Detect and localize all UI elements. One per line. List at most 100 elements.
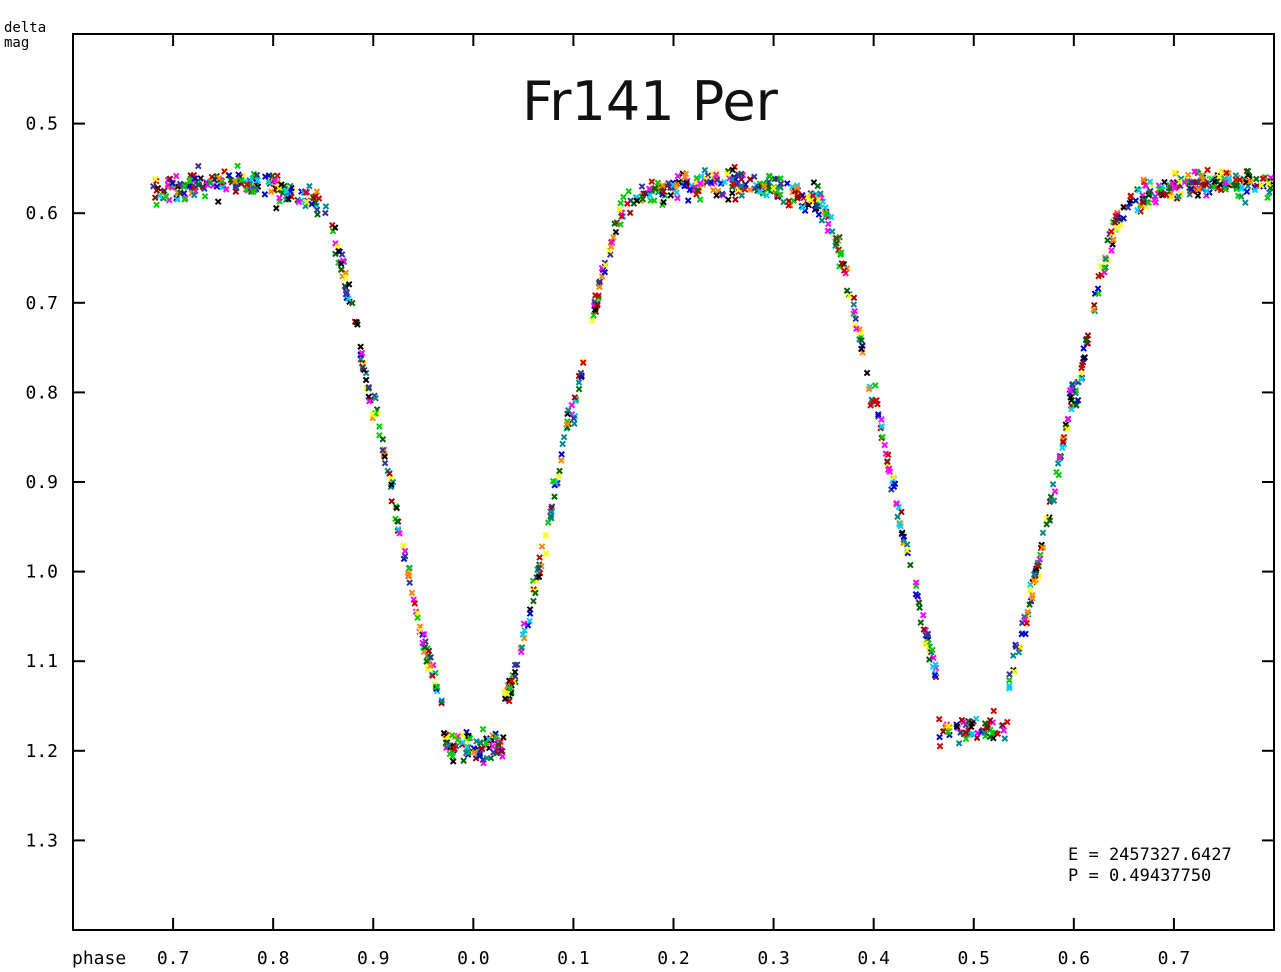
data-point xyxy=(912,590,920,598)
data-point xyxy=(1132,197,1140,204)
data-point xyxy=(451,745,459,753)
data-point xyxy=(1191,168,1199,175)
data-point xyxy=(1001,735,1009,742)
data-point xyxy=(660,198,667,206)
data-point xyxy=(1139,199,1147,206)
data-point xyxy=(890,483,898,491)
data-point xyxy=(394,517,401,525)
data-point xyxy=(1204,166,1211,174)
data-point xyxy=(365,397,373,405)
y-axis-label-line2: mag xyxy=(4,35,29,51)
data-point xyxy=(915,599,923,607)
data-point xyxy=(215,174,223,182)
data-point xyxy=(898,529,906,537)
data-point xyxy=(1167,193,1175,201)
y-tick-label: 0.6 xyxy=(25,203,58,224)
data-point xyxy=(219,184,226,191)
data-point xyxy=(1015,648,1023,656)
data-point xyxy=(780,198,787,206)
data-point xyxy=(201,193,209,200)
data-point xyxy=(564,420,571,428)
data-point xyxy=(724,196,732,203)
data-point xyxy=(1090,306,1098,313)
data-point xyxy=(935,715,943,723)
y-tick-label: 1.2 xyxy=(25,741,58,762)
data-point xyxy=(186,177,193,185)
data-point xyxy=(1215,173,1223,180)
data-point xyxy=(1221,179,1229,186)
data-point xyxy=(153,187,161,194)
data-point xyxy=(738,192,746,199)
data-point xyxy=(173,172,180,180)
data-point xyxy=(871,382,879,389)
data-point xyxy=(153,201,160,209)
data-point xyxy=(713,192,720,199)
data-point xyxy=(1023,619,1031,627)
data-point xyxy=(917,619,925,626)
data-point xyxy=(833,234,840,242)
data-point xyxy=(501,695,509,703)
data-point xyxy=(833,240,840,247)
y-tick-label: 0.7 xyxy=(25,293,58,314)
data-point xyxy=(262,173,269,180)
data-point xyxy=(633,197,641,205)
data-point xyxy=(697,173,705,180)
data-point xyxy=(302,189,310,196)
data-point xyxy=(625,188,632,195)
data-point xyxy=(322,209,329,217)
data-point xyxy=(639,195,647,203)
data-point xyxy=(793,184,801,192)
data-point xyxy=(359,363,367,371)
data-point xyxy=(449,758,457,765)
data-point xyxy=(1140,176,1147,184)
data-point xyxy=(1046,517,1054,524)
data-point xyxy=(885,466,892,474)
data-point xyxy=(1211,178,1218,186)
data-point xyxy=(878,416,885,423)
data-point xyxy=(626,209,634,217)
data-point xyxy=(898,508,905,516)
data-point xyxy=(667,191,675,199)
data-point xyxy=(1080,345,1087,352)
data-point xyxy=(396,530,403,537)
data-point xyxy=(269,172,276,180)
data-point xyxy=(955,740,963,747)
data-point xyxy=(310,194,317,202)
data-point xyxy=(365,383,373,391)
data-point xyxy=(1056,453,1064,461)
data-point xyxy=(357,343,364,351)
x-tick-label: 0.9 xyxy=(357,948,390,969)
data-point xyxy=(393,504,401,512)
data-point xyxy=(814,196,822,204)
data-point xyxy=(575,385,583,393)
data-point xyxy=(851,307,858,315)
data-point xyxy=(405,565,413,572)
data-point xyxy=(195,162,202,170)
data-point xyxy=(427,662,434,670)
data-point xyxy=(1104,236,1111,244)
data-point xyxy=(770,184,777,192)
data-point xyxy=(850,301,858,308)
data-point xyxy=(181,196,189,203)
data-point xyxy=(368,411,376,419)
data-point xyxy=(560,433,568,441)
data-point xyxy=(464,743,471,751)
data-point xyxy=(542,550,550,557)
data-point xyxy=(916,604,923,611)
data-point xyxy=(1233,181,1241,189)
data-point xyxy=(151,194,159,201)
data-point xyxy=(1171,169,1179,176)
data-point xyxy=(681,182,688,190)
data-point xyxy=(1108,247,1115,254)
data-point xyxy=(1012,643,1020,651)
data-point xyxy=(232,183,240,191)
data-point xyxy=(953,723,961,731)
data-point xyxy=(903,541,911,548)
data-point xyxy=(535,573,543,581)
data-point xyxy=(713,176,721,184)
data-point xyxy=(536,554,543,561)
data-point xyxy=(225,172,233,179)
data-point xyxy=(548,514,555,522)
data-point xyxy=(828,228,836,235)
data-point xyxy=(394,525,402,533)
